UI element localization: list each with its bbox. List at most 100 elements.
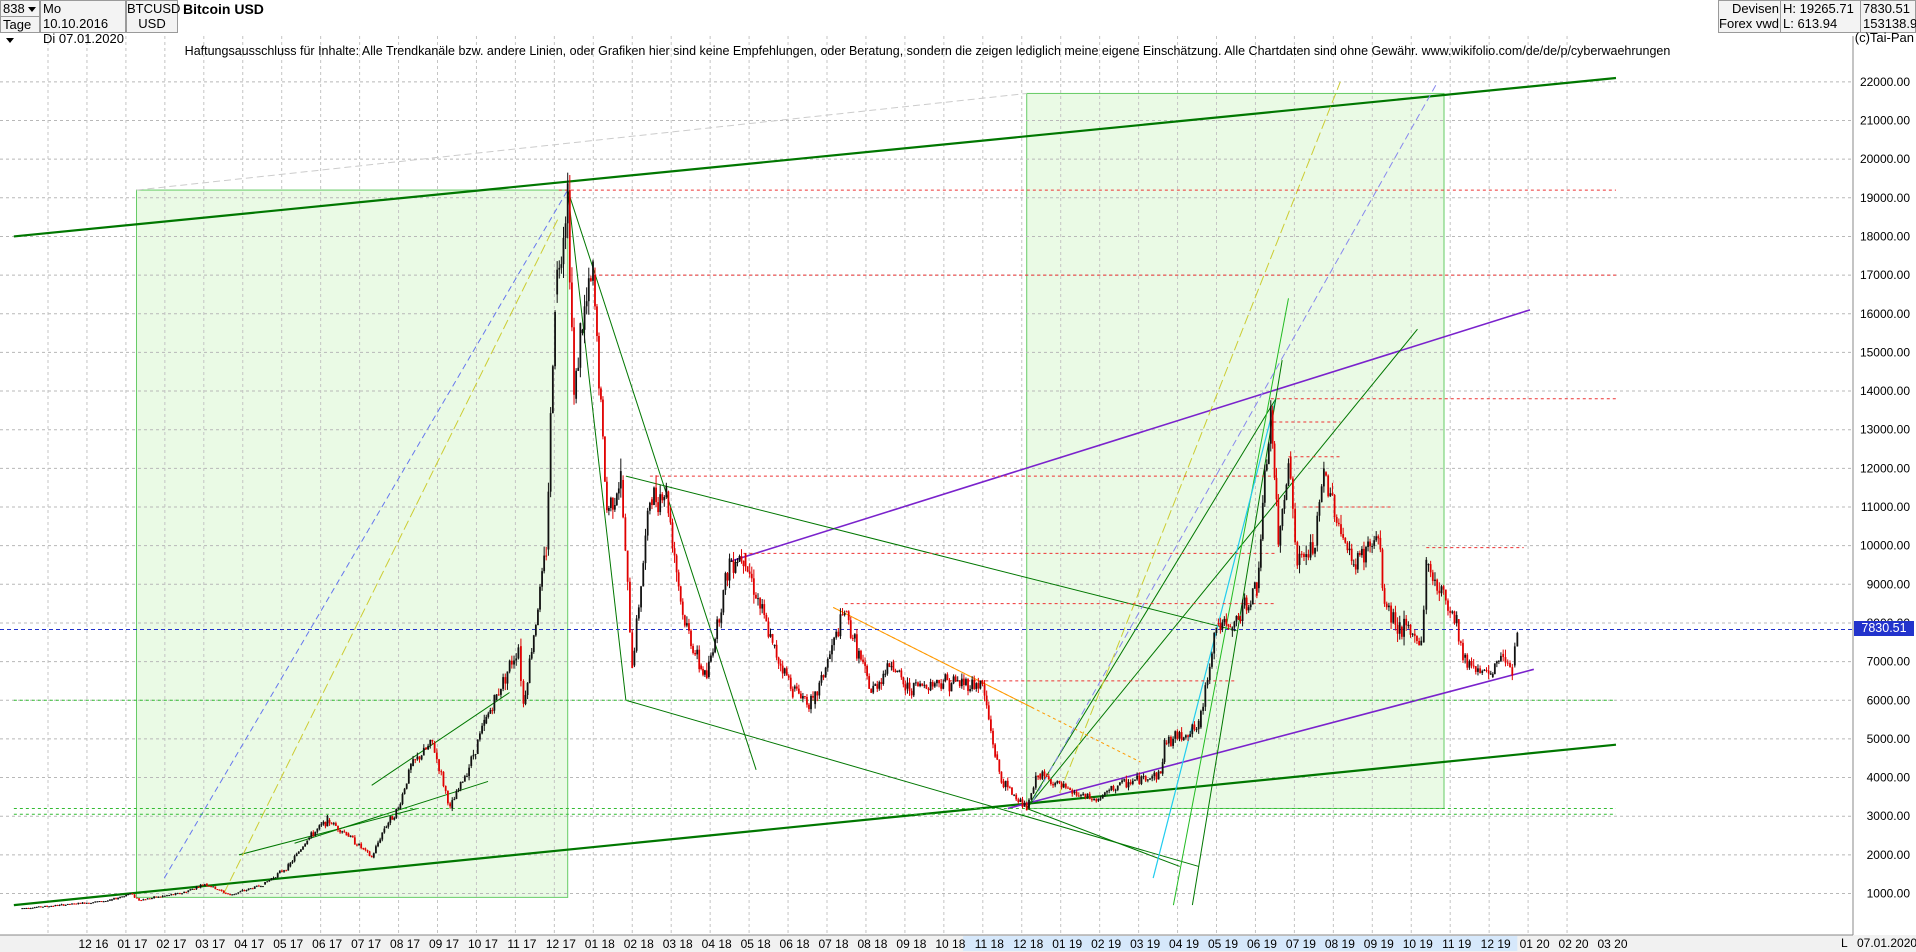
candle-body: [81, 902, 84, 904]
candle-body: [1298, 553, 1301, 565]
candle-body: [878, 682, 881, 689]
dashed-line: [163, 189, 569, 879]
y-tick-label: 17000.00: [1860, 268, 1910, 282]
candle-body: [393, 817, 396, 820]
candle-body: [35, 906, 38, 908]
fan-line: [1026, 328, 1418, 809]
candle-body: [1041, 771, 1044, 779]
candle-body: [746, 566, 749, 572]
candle-body: [835, 631, 838, 638]
candle-body: [362, 847, 365, 849]
candle-body: [1170, 736, 1172, 746]
symbol-box[interactable]: BTCUSD USD: [126, 0, 180, 33]
x-tick-label: 05 17: [273, 937, 303, 951]
candle-body: [459, 782, 462, 790]
candle-body: [23, 908, 26, 910]
candle-body: [791, 688, 794, 698]
candle-body: [1131, 780, 1134, 784]
candle-body: [1034, 775, 1037, 788]
candle-body: [858, 650, 860, 659]
candle-body: [1479, 668, 1481, 673]
candle-body: [1099, 798, 1102, 800]
candle-body: [1487, 670, 1490, 674]
candle-body: [1050, 779, 1052, 784]
candle-body: [752, 578, 755, 595]
candle-body: [1344, 537, 1347, 543]
candle-body: [310, 832, 313, 838]
candle-body: [235, 893, 238, 895]
purple-channel-top: [730, 309, 1531, 562]
candle-body: [364, 848, 367, 850]
candle-body: [1440, 586, 1443, 594]
x-axis-selection: [963, 936, 1518, 951]
candle-body: [1127, 782, 1130, 788]
candle-body: [948, 680, 951, 692]
candle-body: [783, 668, 786, 674]
candle-body: [125, 894, 128, 897]
candle-body: [530, 651, 533, 659]
candle-body: [1002, 781, 1005, 788]
candle-body: [231, 894, 234, 896]
candle-body: [1011, 787, 1013, 795]
candle-body: [1409, 624, 1412, 635]
count-field[interactable]: 838: [0, 0, 40, 17]
candle-body: [293, 856, 296, 862]
lower-channel-line: [13, 743, 1617, 907]
candle-body: [1466, 654, 1469, 668]
candle-body: [675, 555, 678, 573]
candle-body: [73, 903, 76, 905]
candle-body: [425, 747, 427, 750]
candle-body: [1182, 737, 1185, 741]
candle-body: [1008, 787, 1011, 789]
fan-line: [567, 189, 757, 770]
candle-body: [969, 689, 971, 691]
candle-body: [1333, 495, 1336, 517]
candle-body: [1335, 516, 1338, 523]
candle-body: [438, 759, 440, 772]
candle-body: [1381, 549, 1384, 589]
candle-body: [925, 684, 928, 689]
candle-body: [938, 680, 940, 684]
candle-body: [1149, 778, 1151, 780]
x-tick-label: 04 17: [234, 937, 264, 951]
candle-body: [245, 890, 248, 892]
candle-body: [1227, 624, 1230, 627]
candle-body: [904, 684, 907, 691]
zone-2017: [136, 189, 569, 898]
candle-body: [685, 623, 688, 626]
y-tick-label: 12000.00: [1860, 461, 1910, 475]
disclaimer: Haftungsausschluss für Inhalte: Alle Tre…: [184, 44, 1671, 58]
candle-body: [568, 190, 571, 283]
candle-body: [522, 681, 525, 704]
candle-body: [347, 833, 350, 837]
candle-body: [358, 843, 360, 846]
candle-body: [902, 677, 905, 685]
candle-body: [1080, 795, 1082, 797]
candle-body: [1477, 668, 1479, 672]
candle-body: [98, 901, 101, 903]
candle-body: [1396, 624, 1399, 634]
chevron-down-icon[interactable]: [27, 7, 36, 13]
candle-body: [1462, 642, 1464, 661]
candle-body: [1379, 537, 1382, 550]
scale-mode[interactable]: L: [1841, 936, 1848, 950]
candle-body: [368, 851, 371, 856]
candle-body: [172, 894, 175, 896]
chevron-down-icon[interactable]: [6, 38, 14, 44]
candle-body: [1455, 614, 1458, 624]
candle-body: [491, 710, 494, 712]
fan-line: [567, 190, 627, 701]
candle-body: [1069, 788, 1072, 791]
candle-body: [71, 903, 73, 905]
candle-body: [806, 697, 808, 705]
y-tick-label: 10000.00: [1860, 539, 1910, 553]
date-range[interactable]: Mo 10.10.2016 Di 07.01.2020: [40, 0, 126, 46]
candle-body: [547, 491, 550, 550]
candle-body: [412, 759, 414, 766]
period-select[interactable]: Tage: [0, 16, 40, 44]
candle-body: [1073, 791, 1076, 794]
candle-body: [142, 899, 145, 901]
candle-body: [483, 719, 486, 726]
candle-body: [1407, 624, 1410, 626]
candle-body: [278, 870, 281, 874]
